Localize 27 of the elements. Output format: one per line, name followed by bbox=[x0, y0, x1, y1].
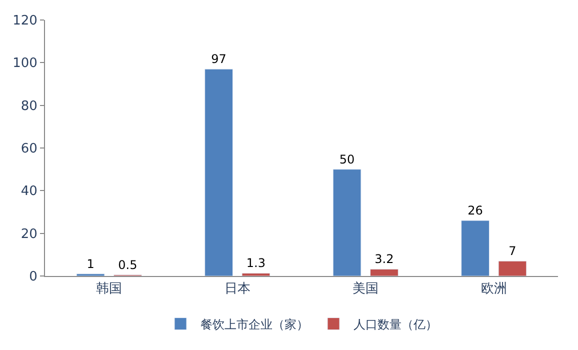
bar bbox=[461, 220, 490, 276]
bar bbox=[498, 260, 527, 276]
x-tick-label: 欧洲 bbox=[480, 282, 507, 297]
bar bbox=[332, 169, 362, 276]
y-tick-label: 60 bbox=[20, 142, 38, 157]
y-tick-label: 0 bbox=[29, 270, 38, 285]
x-tick-label: 美国 bbox=[352, 280, 379, 297]
data-label: 26 bbox=[468, 204, 483, 218]
bar bbox=[204, 68, 233, 276]
y-tick-label: 40 bbox=[20, 184, 38, 200]
y-tick-label: 100 bbox=[12, 56, 38, 72]
data-label: 0.5 bbox=[118, 258, 138, 272]
data-label: 7 bbox=[508, 244, 516, 258]
legend-label: 人口数量（亿） bbox=[354, 317, 438, 332]
bar bbox=[242, 272, 270, 276]
data-label: 50 bbox=[339, 152, 355, 166]
legend-label: 餐饮上市企业（家） bbox=[200, 317, 308, 332]
x-tick-label: 韩国 bbox=[96, 282, 122, 297]
y-tick-label: 80 bbox=[20, 98, 38, 114]
y-tick-label: 20 bbox=[20, 226, 38, 242]
x-tick-label: 日本 bbox=[224, 282, 250, 297]
y-tick-label: 120 bbox=[12, 14, 38, 29]
data-label: 1 bbox=[86, 256, 94, 271]
data-label: 97 bbox=[211, 52, 226, 66]
data-label: 3.2 bbox=[374, 252, 394, 266]
bar bbox=[370, 268, 398, 276]
data-label: 1.3 bbox=[246, 256, 266, 270]
